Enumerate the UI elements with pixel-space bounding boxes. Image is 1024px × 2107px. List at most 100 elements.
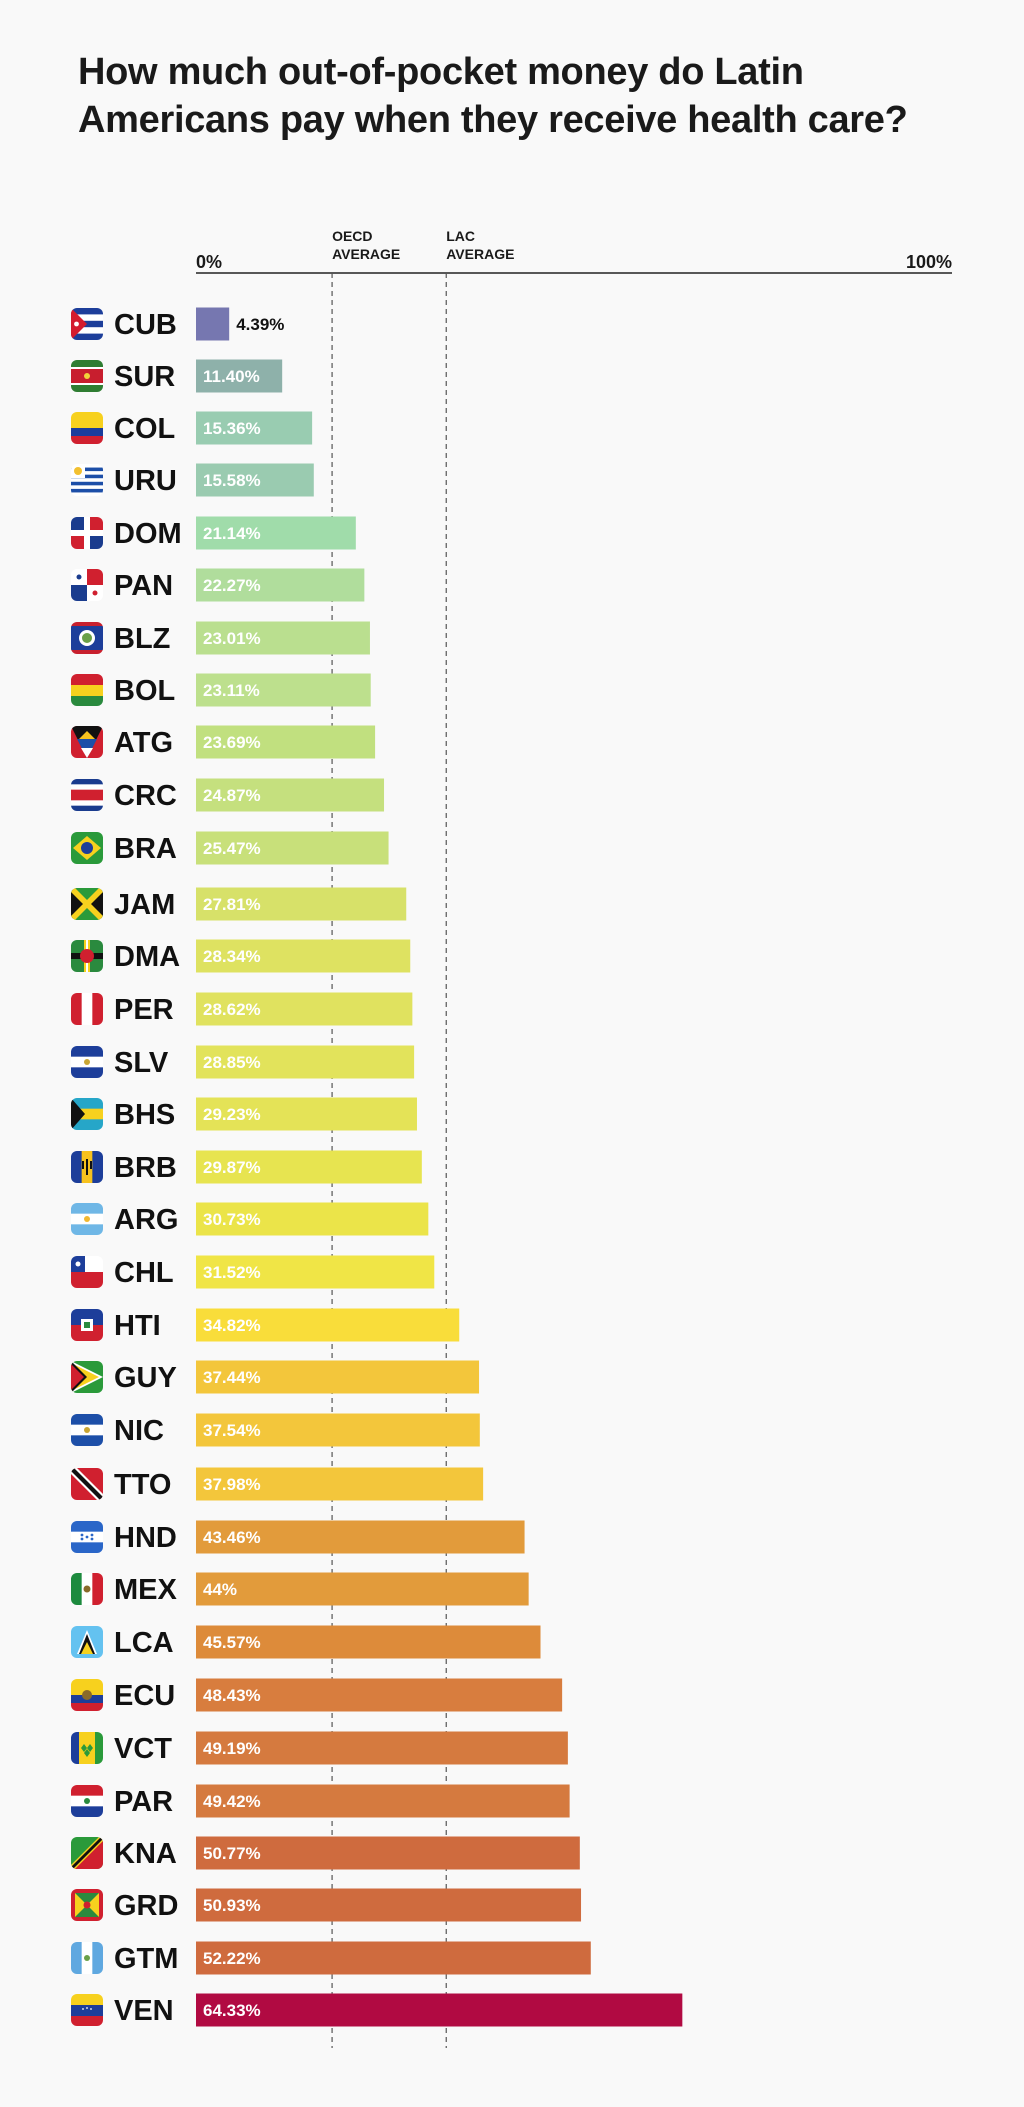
grenada-flag-icon [71, 1889, 103, 1921]
country-code-per: PER [114, 994, 174, 1026]
suriname-flag-icon [71, 360, 103, 392]
value-label-lca: 45.57% [203, 1633, 261, 1652]
colombia-flag-icon [71, 412, 103, 444]
bar-blz [196, 621, 370, 655]
country-code-hti: HTI [114, 1310, 161, 1342]
country-code-ecu: ECU [114, 1680, 175, 1712]
nicaragua-flag-icon [71, 1414, 103, 1446]
value-label-cub: 4.39% [236, 315, 284, 334]
bar-bhs [196, 1097, 417, 1131]
bar-dma [196, 939, 411, 973]
country-code-guy: GUY [114, 1362, 177, 1394]
mexico-flag-icon [71, 1573, 103, 1605]
value-label-bhs: 29.23% [203, 1105, 261, 1124]
country-code-chl: CHL [114, 1257, 174, 1289]
country-code-kna: KNA [114, 1838, 177, 1870]
value-label-grd: 50.93% [203, 1896, 261, 1915]
value-label-jam: 27.81% [203, 895, 261, 914]
country-code-lca: LCA [114, 1627, 174, 1659]
value-label-sur: 11.40% [203, 367, 260, 386]
antigua-flag-icon [71, 726, 103, 758]
bahamas-flag-icon [71, 1098, 103, 1130]
bar-uru [196, 463, 314, 497]
country-code-pan: PAN [114, 570, 173, 602]
value-label-blz: 23.01% [203, 629, 261, 648]
value-label-brb: 29.87% [203, 1158, 261, 1177]
country-code-tto: TTO [114, 1469, 171, 1501]
value-label-ven: 64.33% [203, 2001, 261, 2020]
costa-rica-flag-icon [71, 779, 103, 811]
value-label-nic: 37.54% [203, 1421, 261, 1440]
value-label-dma: 28.34% [203, 947, 261, 966]
bar-sur [196, 359, 283, 393]
value-label-par: 49.42% [203, 1792, 261, 1811]
bar-ecu [196, 1678, 563, 1712]
value-label-hnd: 43.46% [203, 1528, 261, 1547]
bar-pan [196, 568, 365, 602]
dominican-republic-flag-icon [71, 517, 103, 549]
value-label-uru: 15.58% [203, 471, 261, 490]
bar-hnd [196, 1520, 525, 1554]
country-code-dma: DMA [114, 941, 180, 973]
country-code-crc: CRC [114, 780, 177, 812]
bar-gtm [196, 1941, 591, 1975]
bar-mex [196, 1572, 529, 1606]
country-code-mex: MEX [114, 1574, 178, 1606]
country-code-gtm: GTM [114, 1943, 178, 1975]
country-code-arg: ARG [114, 1204, 178, 1236]
bar-brb [196, 1150, 422, 1184]
country-code-uru: URU [114, 465, 177, 497]
honduras-flag-icon [71, 1521, 103, 1553]
value-label-per: 28.62% [203, 1000, 261, 1019]
oecd-label-line2: AVERAGE [332, 246, 400, 262]
bar-per [196, 992, 413, 1026]
value-label-atg: 23.69% [203, 733, 261, 752]
value-label-crc: 24.87% [203, 786, 261, 805]
guatemala-flag-icon [71, 1942, 103, 1974]
bar-tto [196, 1467, 484, 1501]
jamaica-flag-icon [71, 888, 103, 920]
country-code-grd: GRD [114, 1890, 178, 1922]
bar-atg [196, 725, 376, 759]
value-label-kna: 50.77% [203, 1844, 261, 1863]
bar-chl [196, 1255, 435, 1289]
peru-flag-icon [71, 993, 103, 1025]
country-code-cub: CUB [114, 309, 177, 341]
value-label-tto: 37.98% [203, 1475, 261, 1494]
country-code-par: PAR [114, 1786, 173, 1818]
country-code-atg: ATG [114, 727, 173, 759]
oecd-label-line1: OECD [332, 228, 372, 244]
country-code-nic: NIC [114, 1415, 164, 1447]
country-code-sur: SUR [114, 361, 175, 393]
bar-col [196, 411, 313, 445]
lac-label-line1: LAC [446, 228, 475, 244]
value-label-gtm: 52.22% [203, 1949, 261, 1968]
bar-crc [196, 778, 385, 812]
bar-vct [196, 1731, 568, 1765]
country-code-jam: JAM [114, 889, 175, 921]
bar-ven [196, 1993, 683, 2027]
axis-min-label: 0% [196, 252, 222, 272]
bar-cub [196, 307, 230, 341]
chile-flag-icon [71, 1256, 103, 1288]
panama-flag-icon [71, 569, 103, 601]
chart-title: How much out-of-pocket money do Latin Am… [78, 51, 908, 141]
value-label-mex: 44% [203, 1580, 237, 1599]
country-code-slv: SLV [114, 1047, 169, 1079]
bar-guy [196, 1360, 480, 1394]
bar-par [196, 1784, 570, 1818]
value-label-ecu: 48.43% [203, 1686, 261, 1705]
country-code-bhs: BHS [114, 1099, 175, 1131]
bolivia-flag-icon [71, 674, 103, 706]
value-label-dom: 21.14% [203, 524, 261, 543]
brazil-flag-icon [71, 832, 103, 864]
saint-kitts-flag-icon [71, 1837, 103, 1869]
bar-slv [196, 1045, 415, 1079]
country-code-brb: BRB [114, 1152, 177, 1184]
country-code-col: COL [114, 413, 175, 445]
bar-bol [196, 673, 371, 707]
country-code-bra: BRA [114, 833, 177, 865]
country-code-hnd: HND [114, 1522, 177, 1554]
value-label-guy: 37.44% [203, 1368, 261, 1387]
